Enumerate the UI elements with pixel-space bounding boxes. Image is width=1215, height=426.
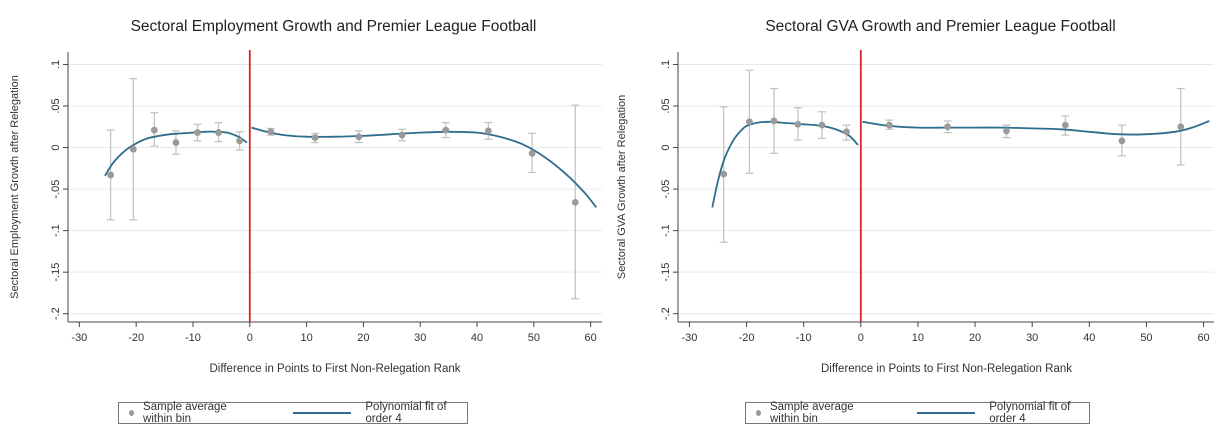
polynomial-fit-line xyxy=(711,120,859,208)
bin-average-point xyxy=(818,121,826,129)
legend: Sample average within bin Polynomial fit… xyxy=(118,401,468,425)
bin-average-point xyxy=(355,133,363,141)
x-axis-label: Difference in Points to First Non-Relega… xyxy=(821,363,1072,375)
bin-average-point xyxy=(442,126,450,134)
bin-average-point xyxy=(770,117,778,125)
y-tick-label: -.2 xyxy=(660,307,672,320)
y-tick-label: 0 xyxy=(660,144,672,150)
bin-average-point xyxy=(215,129,222,136)
y-tick-label: -.1 xyxy=(660,224,672,237)
bin-average-point xyxy=(794,120,802,128)
x-tick-label: 50 xyxy=(528,332,540,344)
employment-chart-panel: Sectoral Employment Growth and Premier L… xyxy=(0,0,607,426)
bin-average-point xyxy=(150,126,158,134)
y-tick-label: -.05 xyxy=(660,180,672,199)
x-axis-label: Difference in Points to First Non-Relega… xyxy=(210,363,461,375)
y-tick-label: .1 xyxy=(660,60,672,69)
bin-average-point xyxy=(107,171,115,179)
x-tick-label: -20 xyxy=(739,332,755,344)
x-tick-label: 10 xyxy=(912,332,924,344)
y-tick-label: 0 xyxy=(50,144,62,150)
x-tick-label: 30 xyxy=(414,332,426,344)
bin-average-point xyxy=(1118,137,1126,145)
legend-points-marker xyxy=(756,410,761,416)
bin-average-point xyxy=(129,145,137,153)
gva-chart-plot: .1 .05 0 -.05 -.1 -.15 -.2 -30 -20 -10 0 10 20 30 40 50… xyxy=(616,50,1214,375)
x-tick-label: 40 xyxy=(471,332,483,344)
x-tick-label: 0 xyxy=(247,332,253,344)
y-tick-label: -.1 xyxy=(50,224,62,237)
bin-average-point xyxy=(484,127,492,135)
bin-average-point xyxy=(746,118,753,126)
x-tick-label: 10 xyxy=(300,332,312,344)
x-tick-label: 30 xyxy=(1026,332,1038,344)
bin-average-point xyxy=(720,170,728,178)
legend-points-label: Sample average within bin xyxy=(769,401,854,425)
bin-average-point xyxy=(944,123,952,131)
bin-average-point xyxy=(236,137,243,145)
x-tick-label: -30 xyxy=(71,332,87,344)
legend-line-label: Polynomial fit of order 4 xyxy=(989,401,1071,425)
legend-line-label: Polynomial fit of order 4 xyxy=(365,401,447,425)
x-tick-label: 20 xyxy=(969,332,981,344)
y-tick-label: .05 xyxy=(50,98,62,113)
bin-average-point xyxy=(1061,121,1069,129)
legend-points-marker xyxy=(129,410,135,416)
employment-chart-plot: .1 .05 0 -.05 -.1 -.15 -.2 -30 -20 -10 0 10 20 30 40 50… xyxy=(9,50,602,375)
y-tick-label: -.15 xyxy=(660,263,672,282)
bin-average-point xyxy=(267,128,275,136)
bin-average-point xyxy=(571,198,579,206)
y-tick-label: -.05 xyxy=(50,180,62,199)
polynomial-fit-line xyxy=(251,126,598,208)
x-tick-label: 60 xyxy=(585,332,597,344)
chart-title: Sectoral GVA Growth and Premier League F… xyxy=(765,18,1116,35)
x-tick-label: 50 xyxy=(1140,332,1152,344)
x-tick-label: 0 xyxy=(858,332,864,344)
y-axis-label: Sectoral GVA Growth after Relegation xyxy=(616,95,628,279)
legend-line-swatch xyxy=(292,412,352,414)
y-axis-label: Sectoral Employment Growth after Relegat… xyxy=(9,75,21,299)
gva-chart-panel: Sectoral GVA Growth and Premier League F… xyxy=(607,0,1214,426)
x-tick-label: -10 xyxy=(185,332,201,344)
x-tick-label: -10 xyxy=(796,332,812,344)
x-tick-label: 40 xyxy=(1083,332,1095,344)
bin-average-point xyxy=(843,128,850,136)
legend-line-swatch xyxy=(917,412,976,414)
y-tick-label: -.15 xyxy=(50,263,62,282)
bin-average-point xyxy=(885,121,893,129)
chart-title: Sectoral Employment Growth and Premier L… xyxy=(130,18,537,35)
bin-average-point xyxy=(398,131,406,139)
legend-points-label: Sample average within bin xyxy=(143,401,227,425)
y-tick-label: -.2 xyxy=(50,307,62,320)
bin-average-point xyxy=(1003,127,1010,135)
bin-average-point xyxy=(1177,123,1185,131)
x-tick-label: -20 xyxy=(128,332,144,344)
x-tick-label: 20 xyxy=(357,332,369,344)
polynomial-fit-line xyxy=(104,130,248,177)
polynomial-fit-line xyxy=(862,120,1210,136)
y-tick-label: .1 xyxy=(50,60,62,69)
x-tick-label: 60 xyxy=(1197,332,1209,344)
bin-average-point xyxy=(194,129,201,136)
x-tick-label: -30 xyxy=(681,332,697,344)
y-tick-label: .05 xyxy=(660,98,672,113)
legend: Sample average within bin Polynomial fit… xyxy=(745,401,1090,425)
bin-average-point xyxy=(172,139,180,146)
bin-average-point xyxy=(528,149,536,157)
bin-average-point xyxy=(311,134,319,141)
